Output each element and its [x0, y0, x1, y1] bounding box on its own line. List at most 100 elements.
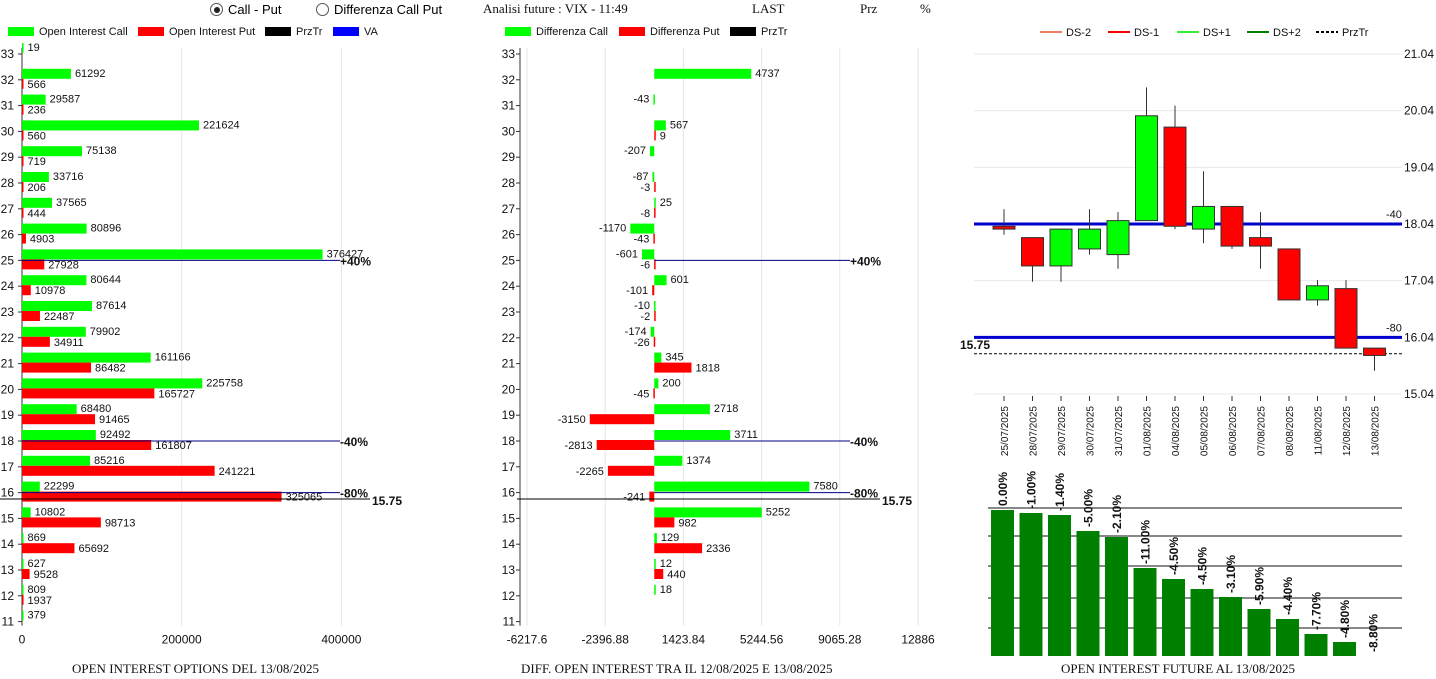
put-bar [22, 182, 24, 192]
call-value-label: 379 [28, 610, 46, 622]
strike-label: 31 [1, 99, 15, 113]
call-value-label: 33716 [53, 171, 84, 183]
radio-unselected-icon[interactable] [316, 3, 329, 16]
call-bar [654, 378, 659, 389]
strike-label: 14 [1, 537, 15, 551]
call-bar [22, 120, 199, 131]
strike-label: 23 [502, 305, 516, 319]
call-value-label: 5252 [766, 506, 790, 518]
put-value-label: -241 [623, 492, 645, 504]
call-value-label: 129 [661, 532, 679, 544]
candle-date-label: 01/08/2025 [1143, 406, 1154, 456]
candle-date-label: 13/08/2025 [1371, 406, 1382, 456]
strike-label: 32 [1, 73, 15, 87]
strike-label: 29 [502, 150, 516, 164]
candle-date-label: 28/07/2025 [1029, 406, 1040, 456]
put-value-label: 161807 [155, 440, 192, 452]
call-bar [22, 559, 24, 569]
future-bar-label: -1.00% [1025, 471, 1039, 509]
candle-date-label: 31/07/2025 [1114, 406, 1125, 456]
candle-body [1363, 347, 1386, 356]
prztr-label: 15.75 [882, 494, 912, 508]
future-bar-label: -4.80% [1338, 600, 1352, 638]
candle-legend-label-3: DS+2 [1273, 27, 1301, 39]
put-bar [654, 259, 656, 270]
pct-label: % [920, 1, 931, 16]
candle-legend-label-0: DS-2 [1066, 27, 1091, 39]
legend-label-1: Differenza Put [650, 26, 720, 38]
radio-differenza[interactable]: Differenza Call Put [316, 2, 442, 17]
call-value-label: -87 [633, 171, 649, 183]
future-bar [991, 510, 1014, 656]
call-bar [654, 507, 762, 518]
call-bar [654, 301, 656, 311]
put-bar [22, 388, 155, 399]
put-value-label: 241221 [219, 466, 256, 478]
strike-label: 21 [502, 357, 516, 371]
candle-legend-label-1: DS-1 [1134, 27, 1159, 39]
legend-label-0: Open Interest Call [39, 26, 128, 38]
put-bar [22, 543, 75, 554]
put-bar [649, 491, 655, 502]
strike-label: 33 [502, 47, 516, 61]
call-value-label: 79902 [90, 326, 121, 338]
call-value-label: -174 [625, 326, 647, 338]
future-bar-label: -11.00% [1139, 520, 1153, 564]
call-value-label: -43 [633, 94, 649, 106]
va-annotation: +40% [850, 254, 881, 268]
call-bar [22, 584, 24, 595]
call-value-label: -10 [634, 300, 650, 312]
call-bar [653, 94, 655, 105]
call-value-label: 809 [28, 584, 46, 596]
legend-swatch-0 [505, 27, 531, 36]
future-bar [1276, 619, 1299, 656]
candle-body [1163, 126, 1187, 227]
put-bar [22, 233, 26, 244]
candle-body [1306, 285, 1329, 301]
call-bar [654, 404, 710, 415]
put-bar [653, 336, 656, 347]
prztr-label: 15.75 [372, 494, 402, 508]
call-value-label: 161166 [155, 352, 191, 364]
future-bar-label: -8.80% [1367, 614, 1381, 652]
strike-label: 29 [1, 150, 15, 164]
call-bar [652, 172, 655, 182]
put-value-label: 325065 [286, 492, 323, 504]
call-bar [22, 223, 87, 234]
put-value-label: -6 [640, 259, 650, 271]
strike-label: 18 [1, 434, 15, 448]
call-value-label: 627 [28, 558, 46, 570]
strike-label: 21 [1, 357, 15, 371]
legend-label-3: VA [364, 26, 379, 38]
call-bar [22, 275, 87, 286]
call-value-label: 345 [665, 352, 683, 364]
call-bar [22, 610, 24, 621]
prztr-label: 15.75 [960, 338, 990, 352]
strike-label: 22 [502, 331, 516, 345]
candle-body [1334, 288, 1358, 349]
strike-label: 15 [502, 511, 516, 525]
right-chart-title: OPEN INTEREST FUTURE AL 13/08/2025 [1061, 661, 1296, 676]
legend-label-1: Open Interest Put [169, 26, 255, 38]
put-value-label: 1937 [28, 595, 52, 607]
future-bar [1048, 515, 1071, 656]
call-bar [630, 223, 655, 234]
future-bar [1162, 579, 1185, 656]
put-value-label: -43 [633, 234, 649, 246]
radio-selected-icon[interactable] [210, 3, 223, 16]
strike-label: 32 [502, 73, 516, 87]
candle-body [1078, 228, 1101, 250]
x-tick-label: 5244.56 [740, 633, 784, 647]
radio-call-put[interactable]: Call - Put [210, 2, 281, 17]
call-value-label: 37565 [56, 197, 87, 209]
call-bar [22, 430, 96, 440]
put-value-label: 34911 [54, 337, 84, 349]
legend-swatch-1 [138, 27, 164, 36]
put-bar [22, 259, 45, 270]
candle-y-tick: 19.04 [1404, 160, 1434, 174]
put-bar [654, 517, 675, 528]
put-bar [22, 285, 31, 296]
support-line-label: -40 [1386, 209, 1402, 221]
call-bar [22, 481, 40, 492]
x-tick-label: 9065.28 [818, 633, 862, 647]
